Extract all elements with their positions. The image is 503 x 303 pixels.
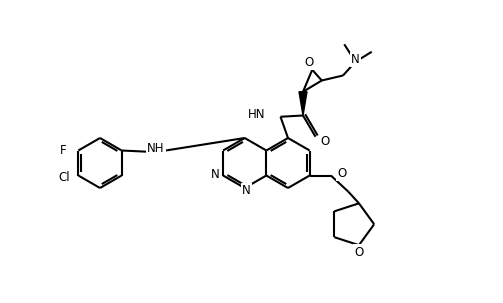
Polygon shape (299, 92, 307, 115)
Text: N: N (351, 53, 360, 66)
Text: N: N (211, 168, 220, 181)
Text: F: F (60, 144, 66, 157)
Text: HN: HN (248, 108, 266, 121)
Text: Cl: Cl (59, 171, 70, 184)
Text: O: O (354, 246, 364, 259)
Text: O: O (305, 56, 314, 69)
Text: O: O (337, 167, 346, 180)
Text: NH: NH (147, 142, 164, 155)
Text: N: N (242, 185, 251, 198)
Text: O: O (320, 135, 330, 148)
